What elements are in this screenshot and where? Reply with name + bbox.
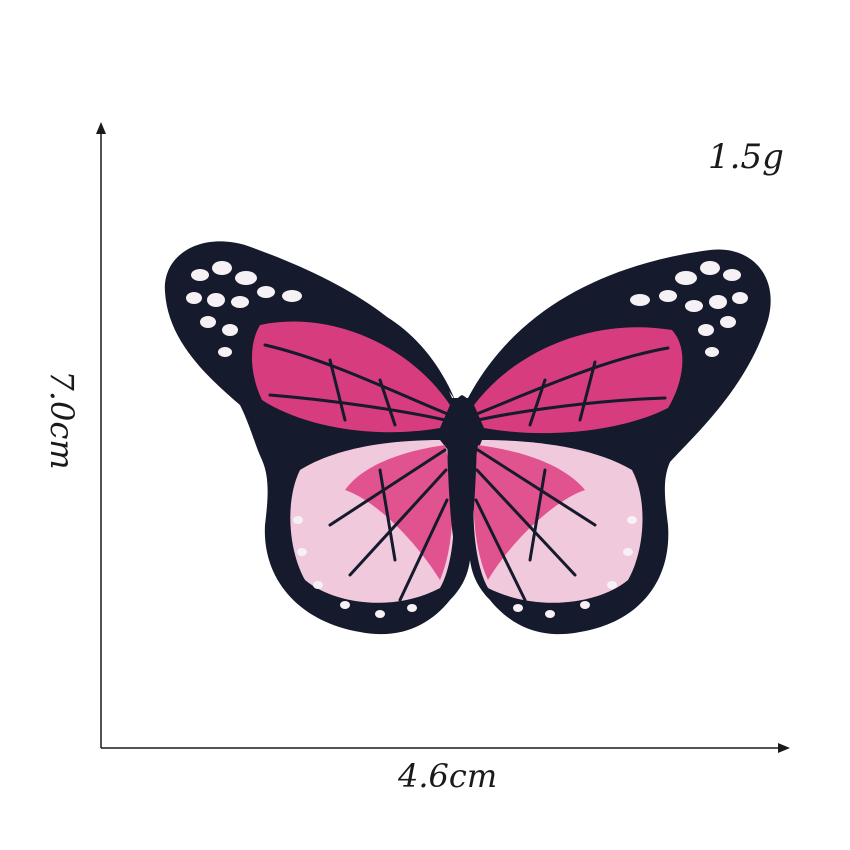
right-forewing-dark-band xyxy=(470,300,600,400)
weight-label: 1.5g xyxy=(708,137,784,177)
butterfly-patch xyxy=(164,241,771,635)
wing-spots xyxy=(186,261,748,618)
right-forewing xyxy=(474,327,683,434)
butterfly-body xyxy=(447,395,477,565)
right-arrow-icon xyxy=(778,743,790,753)
up-arrow-icon xyxy=(96,122,106,134)
wing-veins xyxy=(263,343,670,602)
right-hindwing-inner xyxy=(473,445,585,580)
width-label: 4.6cm xyxy=(398,757,498,795)
height-label: 7.0cm xyxy=(43,370,81,470)
axes xyxy=(96,122,790,753)
left-forewing xyxy=(251,321,450,433)
left-forewing-dark-band xyxy=(330,300,455,400)
